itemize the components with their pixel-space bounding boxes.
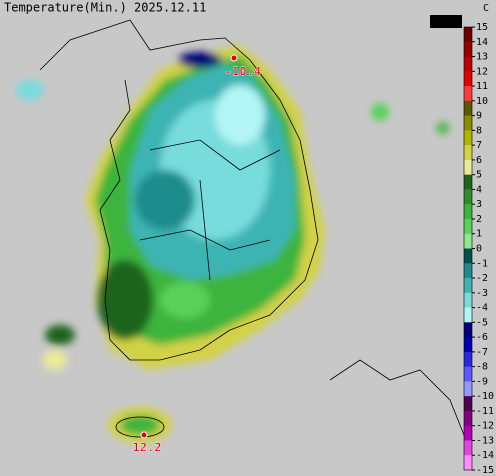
max-marker	[140, 431, 148, 439]
badge: 723#	[434, 17, 458, 28]
colorbar-segment	[464, 278, 472, 294]
colorbar-segment	[464, 366, 472, 382]
colorbar-segment	[464, 145, 472, 161]
colorbar-segment	[464, 115, 472, 131]
colorbar-tick-label: 9	[476, 111, 482, 122]
colorbar-tick-label: 2	[476, 214, 482, 225]
colorbar-tick-label: -7	[476, 347, 488, 358]
colorbar-segment	[464, 425, 472, 441]
colorbar-unit: C	[483, 3, 489, 14]
colorbar-tick-label: 10	[476, 96, 488, 107]
colorbar-segment	[464, 233, 472, 249]
colorbar-segment	[464, 292, 472, 309]
colorbar-tick-label: 5	[476, 170, 482, 181]
colorbar-segment	[464, 204, 472, 220]
colorbar-tick-label: -15	[476, 465, 494, 476]
colorbar-tick-label: 13	[476, 52, 488, 63]
colorbar-segment	[464, 263, 472, 279]
colorbar-segment	[464, 71, 472, 87]
colorbar-segment	[464, 159, 472, 176]
colorbar-segment	[464, 351, 472, 368]
colorbar-tick-label: -5	[476, 317, 488, 328]
badge-box	[430, 15, 462, 28]
min-marker	[230, 54, 238, 62]
temperature-field	[16, 45, 449, 443]
colorbar-tick-label: 12	[476, 66, 488, 77]
colorbar-segment	[464, 381, 472, 397]
colorbar-segment	[464, 130, 472, 146]
colorbar-tick-label: -2	[476, 273, 488, 284]
colorbar-tick-label: -13	[476, 435, 494, 446]
colorbar-tick-label: 4	[476, 184, 482, 195]
colorbar-segment	[464, 410, 472, 427]
colorbar-segment	[464, 100, 472, 117]
title-bar	[0, 0, 260, 16]
colorbar-segment	[464, 337, 472, 353]
colorbar-segment	[464, 27, 472, 43]
colorbar-tick-label: 3	[476, 199, 482, 210]
colorbar-tick-label: -10	[476, 391, 494, 402]
colorbar-segment	[464, 41, 472, 58]
colorbar-tick-label: 1	[476, 229, 482, 240]
min-label: -10.4	[225, 65, 261, 79]
colorbar-tick-label: -9	[476, 376, 488, 387]
colorbar: 1514131211109876543210-1-2-3-4-5-6-7-8-9…	[463, 22, 494, 476]
colorbar-tick-label: 15	[476, 22, 488, 33]
colorbar-segment	[464, 248, 472, 264]
colorbar-tick-label: 6	[476, 155, 482, 166]
colorbar-tick-label: -3	[476, 288, 488, 299]
colorbar-tick-label: -4	[476, 303, 488, 314]
colorbar-segment	[464, 174, 472, 190]
colorbar-tick-label: -14	[476, 450, 494, 461]
coastlines	[39, 19, 471, 451]
colorbar-tick-label: -8	[476, 362, 488, 373]
colorbar-tick-label: -6	[476, 332, 488, 343]
colorbar-segment	[464, 86, 472, 102]
colorbar-tick-label: 14	[476, 37, 488, 48]
colorbar-segment	[464, 322, 472, 338]
max-label: 12.2	[133, 441, 162, 455]
colorbar-tick-label: -12	[476, 421, 494, 432]
colorbar-segment	[464, 218, 472, 235]
title: Temperature(Min.) 2025.12.11	[4, 1, 206, 15]
colorbar-segment	[464, 396, 472, 412]
colorbar-segment	[464, 440, 472, 456]
colorbar-segment	[464, 455, 472, 471]
colorbar-tick-label: 8	[476, 125, 482, 136]
colorbar-segment	[464, 56, 472, 72]
colorbar-tick-label: -11	[476, 406, 494, 417]
colorbar-tick-label: 11	[476, 81, 488, 92]
colorbar-tick-label: 0	[476, 244, 482, 255]
colorbar-tick-label: -1	[476, 258, 488, 269]
colorbar-segment	[464, 189, 472, 205]
colorbar-tick-label: 7	[476, 140, 482, 151]
colorbar-segment	[464, 307, 472, 323]
